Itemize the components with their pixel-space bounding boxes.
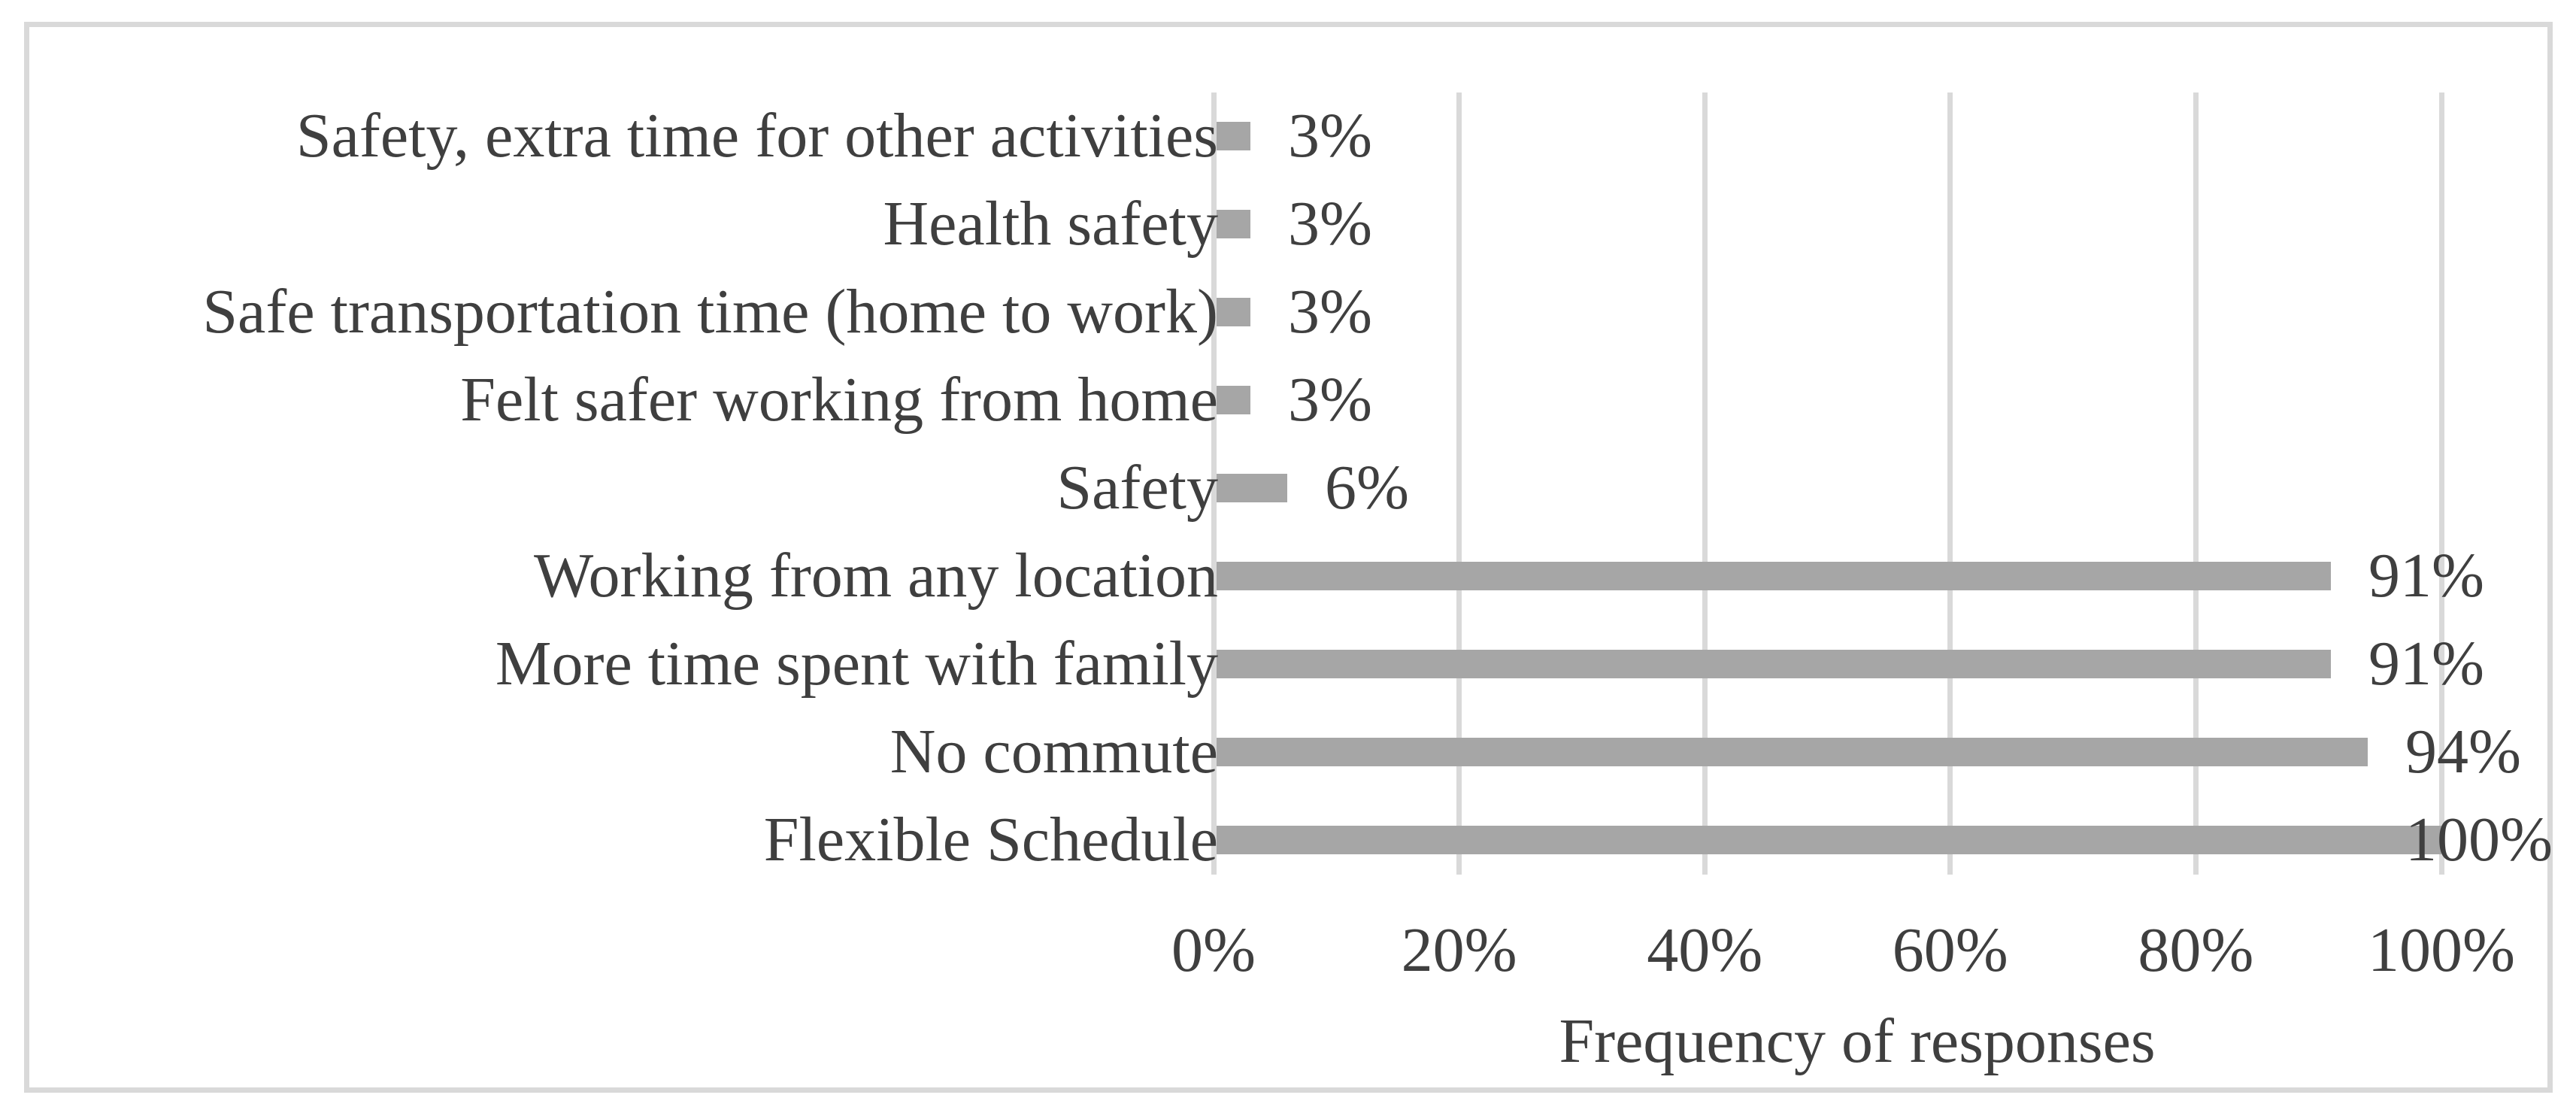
- category-label: Flexible Schedule: [763, 805, 1218, 875]
- x-tick-label: 100%: [2368, 915, 2515, 985]
- bar-value-label: 100%: [2405, 805, 2553, 875]
- gridline: [1947, 92, 1953, 875]
- category-label: Health safety: [883, 189, 1218, 259]
- gridline: [1702, 92, 1708, 875]
- category-label: No commute: [889, 717, 1218, 787]
- bar-value-label: 3%: [1287, 101, 1372, 171]
- category-label: More time spent with family: [495, 629, 1218, 699]
- bar: [1217, 650, 2332, 678]
- category-label: Safety, extra time for other activities: [295, 101, 1218, 171]
- bar: [1217, 474, 1287, 502]
- bar-value-label: 91%: [2368, 629, 2484, 699]
- gridline: [1456, 92, 1462, 875]
- bar: [1217, 738, 2368, 766]
- category-label: Felt safer working from home: [460, 365, 1218, 435]
- x-axis-title: Frequency of responses: [1559, 1006, 2156, 1076]
- x-tick-label: 0%: [1171, 915, 1256, 985]
- bar: [1217, 298, 1250, 326]
- category-label: Safe transportation time (home to work): [202, 277, 1218, 347]
- x-tick-label: 40%: [1647, 915, 1763, 985]
- bar: [1217, 210, 1250, 238]
- gridline: [2438, 92, 2444, 875]
- bar-value-label: 6%: [1324, 453, 1409, 523]
- gridline: [2193, 92, 2199, 875]
- bar-value-label: 3%: [1287, 277, 1372, 347]
- x-tick-label: 20%: [1401, 915, 1517, 985]
- category-label: Working from any location: [533, 541, 1218, 611]
- bar-value-label: 3%: [1287, 189, 1372, 259]
- value-axis-line: [1211, 92, 1217, 875]
- bar-value-label: 94%: [2405, 717, 2521, 787]
- category-label: Safety: [1056, 453, 1218, 523]
- bar: [1217, 826, 2441, 854]
- x-tick-label: 60%: [1892, 915, 2008, 985]
- bar: [1217, 386, 1250, 414]
- x-tick-label: 80%: [2138, 915, 2254, 985]
- chart-frame: [24, 22, 2553, 1093]
- bar-value-label: 91%: [2368, 541, 2484, 611]
- bar: [1217, 562, 2332, 590]
- bar: [1217, 122, 1250, 150]
- bar-value-label: 3%: [1287, 365, 1372, 435]
